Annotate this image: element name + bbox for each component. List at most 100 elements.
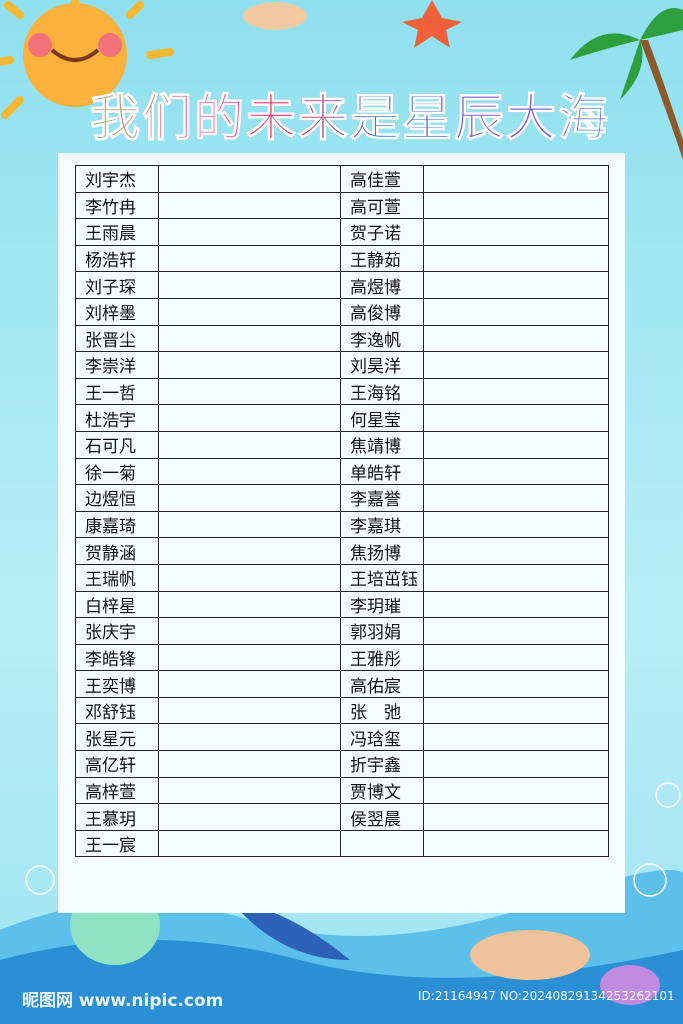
name-cell: 李竹冉 (75, 191, 159, 220)
name-cell: 高佑宸 (340, 670, 424, 698)
name-cell: 刘昊洋 (340, 351, 424, 379)
name-cell: 王一哲 (75, 377, 159, 406)
palm-tree (570, 8, 683, 160)
blank-cell (423, 457, 609, 486)
table-row: 贺静涵 焦扬博 (75, 537, 609, 565)
name-cell: 王慕玥 (75, 803, 159, 831)
name-cell: 邓舒钰 (75, 696, 159, 725)
name-cell: 侯翌晨 (340, 803, 424, 831)
name-cell: 冯琀玺 (340, 723, 424, 752)
name-cell (340, 829, 424, 858)
watermark-id: ID:21164947 NO:20240829134253262101 (418, 989, 675, 1003)
blank-cell (423, 191, 609, 220)
name-cell: 杜浩宇 (75, 404, 159, 432)
blank-cell (423, 430, 609, 459)
name-cell: 刘子琛 (75, 271, 159, 299)
blank-cell (423, 404, 609, 432)
blank-cell (158, 351, 341, 379)
blank-cell (423, 510, 609, 539)
table-row: 高梓萱 贾博文 (75, 776, 609, 805)
watermark-site: 昵图网 www.nipic.com (22, 991, 224, 1011)
blank-cell (423, 723, 609, 752)
sun (0, 0, 174, 119)
name-table: 刘宇杰 高佳萱 李竹冉 高可萱 王雨晨 贺子诺 杨浩轩 王静茹 刘子琛 高煜博 刘梓墨 高俊博 张晋尘李… (75, 165, 609, 858)
name-cell: 贺子诺 (340, 218, 424, 246)
table-row: 边煜恒 李嘉誉 (75, 484, 609, 512)
blank-cell (158, 590, 341, 619)
blank-cell (158, 617, 341, 645)
starfish (402, 0, 462, 48)
blank-cell (158, 218, 341, 246)
blank-cell (158, 537, 341, 565)
blank-cell (158, 563, 341, 592)
poster-title: 我们的未来是星辰大海 (40, 78, 660, 150)
name-cell: 贾博文 (340, 776, 424, 805)
table-row: 高亿轩 折宇鑫 (75, 750, 609, 778)
table-row: 王雨晨 贺子诺 (75, 218, 609, 246)
name-cell: 何星莹 (340, 404, 424, 432)
blank-cell (158, 165, 341, 193)
blank-cell (423, 617, 609, 645)
name-cell: 李玥璀 (340, 590, 424, 619)
table-row: 王瑞帆 王培茁钰 (75, 563, 609, 592)
name-cell: 焦靖博 (340, 430, 424, 459)
blank-cell (423, 244, 609, 273)
table-row: 王一哲 王海铭 (75, 377, 609, 406)
name-cell: 贺静涵 (75, 537, 159, 565)
blank-cell (423, 377, 609, 406)
name-cell: 王雨晨 (75, 218, 159, 246)
name-cell: 郭羽娟 (340, 617, 424, 645)
table-row: 刘梓墨 高俊博 (75, 297, 609, 326)
name-cell: 高俊博 (340, 297, 424, 326)
blank-cell (423, 750, 609, 778)
name-cell: 王海铭 (340, 377, 424, 406)
blank-cell (158, 297, 341, 326)
name-cell: 刘宇杰 (75, 165, 159, 193)
blank-cell (423, 643, 609, 672)
blank-cell (423, 563, 609, 592)
blank-cell (158, 696, 341, 725)
blank-cell (158, 723, 341, 752)
name-cell: 李嘉誉 (340, 484, 424, 512)
blank-cell (158, 829, 341, 858)
blank-cell (423, 351, 609, 379)
name-cell: 李崇洋 (75, 351, 159, 379)
name-cell: 白梓星 (75, 590, 159, 619)
blank-cell (423, 324, 609, 353)
table-row: 康嘉琦 李嘉琪 (75, 510, 609, 539)
blank-cell (158, 750, 341, 778)
blank-cell (158, 244, 341, 273)
blank-cell (423, 670, 609, 698)
name-cell: 折宇鑫 (340, 750, 424, 778)
table-row: 李竹冉 高可萱 (75, 191, 609, 220)
table-row: 邓舒钰 张 弛 (75, 696, 609, 725)
blank-cell (158, 670, 341, 698)
name-cell: 高亿轩 (75, 750, 159, 778)
table-row: 王慕玥 侯翌晨 (75, 803, 609, 831)
blank-cell (158, 430, 341, 459)
table-row: 张晋尘 李逸帆 (75, 324, 609, 353)
blank-cell (423, 590, 609, 619)
table-row: 石可凡 焦靖博 (75, 430, 609, 459)
name-cell: 康嘉琦 (75, 510, 159, 539)
table-row: 张星元 冯琀玺 (75, 723, 609, 752)
name-cell: 杨浩轩 (75, 244, 159, 273)
name-cell: 焦扬博 (340, 537, 424, 565)
name-cell: 刘梓墨 (75, 297, 159, 326)
table-row: 白梓星 李玥璀 (75, 590, 609, 619)
shell (243, 2, 307, 30)
name-cell: 王瑞帆 (75, 563, 159, 592)
name-cell: 李皓锋 (75, 643, 159, 672)
name-cell: 王培茁钰 (340, 563, 424, 592)
blank-cell (158, 191, 341, 220)
blank-cell (423, 829, 609, 858)
blank-cell (423, 165, 609, 193)
table-row: 王一宸 (75, 829, 609, 858)
table-row: 李皓锋 王雅彤 (75, 643, 609, 672)
name-cell: 高可萱 (340, 191, 424, 220)
name-cell: 高梓萱 (75, 776, 159, 805)
name-table-body: 刘宇杰 高佳萱 李竹冉 高可萱 王雨晨 贺子诺 杨浩轩 王静茹 刘子琛 高煜博 刘梓墨 高俊博 张晋尘李… (75, 165, 609, 858)
blank-cell (158, 803, 341, 831)
blank-cell (158, 643, 341, 672)
